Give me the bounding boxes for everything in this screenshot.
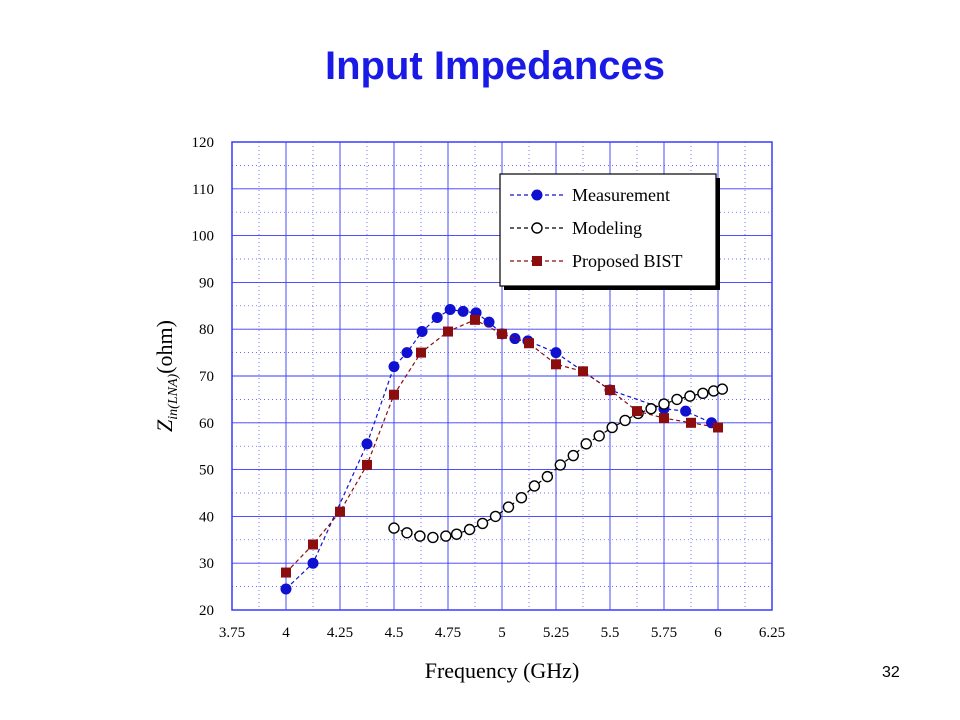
bist-point: [335, 506, 345, 517]
modeling-point: [463, 523, 476, 536]
series-modeling: [388, 383, 729, 544]
modeling-point: [515, 491, 528, 504]
y-tick-label: 30: [199, 556, 214, 572]
modeling-point: [697, 387, 709, 400]
modeling-point: [541, 470, 554, 483]
bist-point: [308, 539, 318, 550]
x-tick-label: 4.5: [385, 625, 404, 641]
modeling-point: [684, 390, 696, 402]
y-tick-label: 120: [192, 135, 215, 151]
y-tick-label: 50: [199, 463, 214, 479]
x-tick-label: 4.25: [327, 625, 353, 641]
x-tick-label: 3.75: [219, 625, 245, 641]
modeling-point: [489, 510, 502, 523]
modeling-point: [440, 530, 452, 542]
modeling-point: [716, 383, 729, 395]
modeling-point: [658, 398, 670, 410]
bist-point: [632, 406, 642, 417]
y-tick-label: 20: [199, 603, 214, 619]
bist-point: [416, 347, 426, 358]
bist-point: [281, 567, 291, 578]
modeling-point: [476, 517, 489, 530]
measurement-point: [680, 405, 692, 417]
legend-marker-measurement: [531, 189, 543, 201]
bist-line: [285, 319, 719, 574]
y-tick-label: 110: [192, 182, 214, 198]
modeling-point: [502, 501, 515, 513]
modeling-point: [528, 480, 541, 492]
modeling-point: [671, 393, 683, 406]
x-tick-label: 6: [714, 625, 722, 641]
measurement-point: [483, 316, 495, 328]
measurement-point: [280, 583, 292, 595]
bist-point: [497, 328, 507, 339]
bist-point: [551, 359, 561, 370]
y-tick-label: 40: [199, 509, 214, 525]
bist-point: [659, 413, 669, 424]
bist-point: [605, 385, 615, 396]
y-tick-label: 60: [199, 416, 214, 432]
x-tick-label: 5.5: [601, 625, 620, 641]
modeling-point: [450, 528, 463, 540]
x-axis-title: Frequency (GHz): [425, 658, 580, 683]
modeling-point: [606, 421, 618, 434]
measurement-point: [444, 304, 456, 316]
page-number: 32: [882, 664, 900, 681]
y-axis-title-main: Z: [152, 419, 177, 432]
bist-point: [470, 314, 480, 325]
modeling-point: [554, 459, 567, 471]
x-tick-label: 4: [282, 625, 290, 641]
y-axis-title-subscript: in(LNA): [166, 373, 181, 419]
modeling-point: [414, 530, 426, 542]
x-tick-label: 6.25: [759, 625, 785, 641]
bist-point: [686, 417, 696, 428]
measurement-point: [550, 347, 562, 359]
bist-point: [362, 459, 372, 470]
measurement-point: [361, 438, 373, 450]
legend-marker-bist: [532, 256, 542, 266]
y-tick-label: 90: [199, 275, 214, 291]
y-axis-title-unit: (ohm): [152, 320, 177, 374]
legend-label-measurement: Measurement: [572, 185, 670, 205]
measurement-point: [509, 333, 521, 345]
modeling-point: [593, 430, 605, 442]
tick-labels: 3.75 4 4.25 4.5 4.75 5 5.25 5.5 5.75 6 6.25 20 30 40 5…: [192, 135, 786, 641]
bist-point: [443, 326, 453, 337]
y-tick-label: 100: [192, 229, 215, 245]
y-tick-label: 70: [199, 369, 214, 385]
measurement-point: [457, 305, 469, 317]
modeling-point: [580, 438, 592, 450]
measurement-point: [307, 557, 319, 569]
modeling-point: [619, 414, 631, 427]
modeling-point: [401, 527, 413, 539]
modeling-point: [388, 522, 400, 534]
measurement-point: [388, 361, 400, 373]
y-axis-title: Zin(LNA)(ohm): [152, 320, 181, 432]
measurement-point: [431, 312, 443, 323]
legend-label-modeling: Modeling: [572, 218, 642, 238]
x-tick-label: 5.75: [651, 625, 677, 641]
modeling-point: [645, 403, 657, 415]
measurement-point: [416, 326, 428, 338]
x-tick-label: 5: [498, 625, 506, 641]
x-tick-label: 5.25: [543, 625, 569, 641]
legend: Measurement Modeling Proposed BIST: [499, 173, 720, 290]
bist-point: [713, 422, 723, 433]
bist-point: [524, 338, 534, 349]
legend-label-bist: Proposed BIST: [572, 251, 683, 271]
modeling-point: [427, 531, 439, 544]
bist-point: [578, 366, 588, 377]
bist-point: [389, 389, 399, 400]
modeling-point: [567, 449, 579, 462]
x-tick-label: 4.75: [435, 625, 461, 641]
measurement-point: [401, 347, 413, 359]
y-tick-label: 80: [199, 322, 214, 338]
legend-marker-modeling: [531, 222, 543, 234]
slide-title: Input Impedances: [324, 44, 666, 88]
series-bist: [281, 314, 723, 578]
series-layer: [280, 304, 729, 595]
